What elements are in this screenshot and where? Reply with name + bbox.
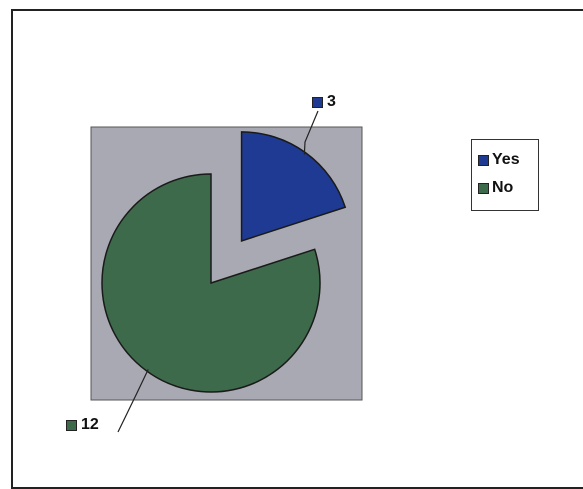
data-label-no-swatch — [66, 419, 77, 431]
pie-slice-yes — [240, 131, 347, 242]
data-label-yes-text: 3 — [327, 93, 336, 110]
data-label-no-text: 12 — [81, 416, 99, 433]
data-label-yes: 3 — [312, 93, 336, 111]
legend-swatch-no — [478, 182, 489, 194]
legend-item-yes: Yes — [478, 146, 532, 174]
pie-chart — [90, 110, 363, 433]
legend-swatch-yes — [478, 154, 489, 166]
legend: Yes No — [471, 139, 539, 211]
legend-item-no: No — [478, 174, 532, 202]
legend-label-yes: Yes — [492, 151, 520, 168]
data-label-yes-swatch — [312, 96, 323, 108]
leader-line-yes — [303, 110, 319, 155]
leader-line-no — [117, 369, 149, 433]
legend-label-no: No — [492, 179, 514, 196]
data-label-no: 12 — [66, 416, 99, 434]
